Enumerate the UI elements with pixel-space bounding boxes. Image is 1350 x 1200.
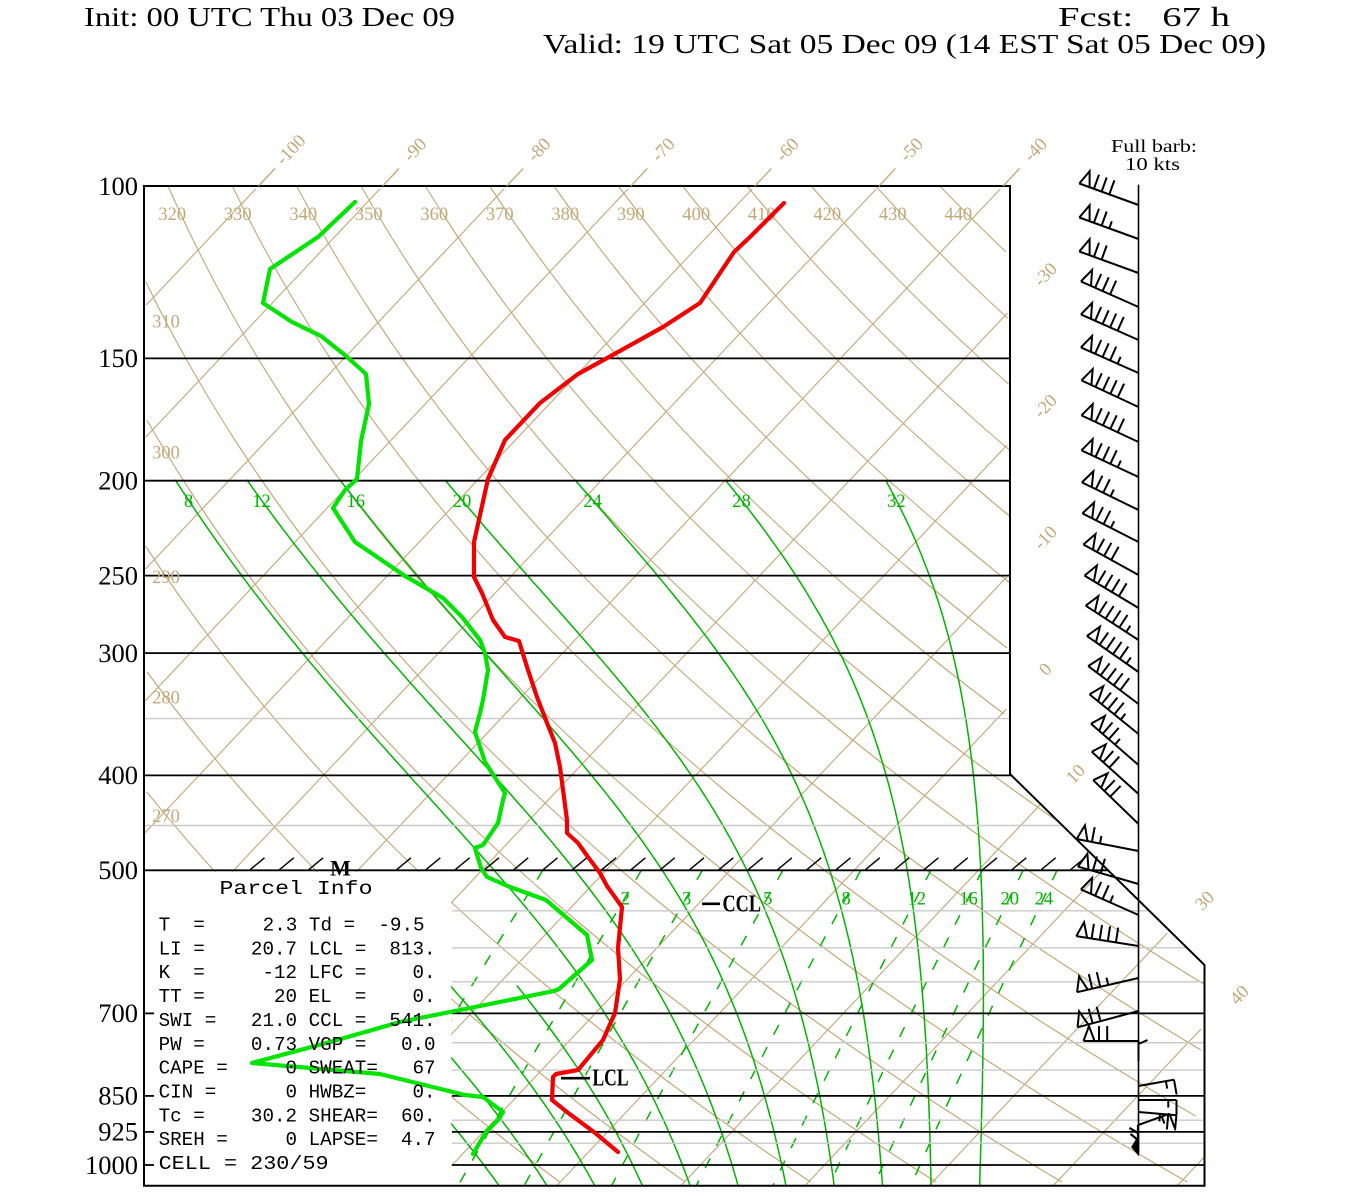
svg-text:1000: 1000 <box>85 1150 138 1180</box>
svg-text:280: 280 <box>152 689 180 709</box>
svg-text:340: 340 <box>289 205 317 225</box>
svg-text:Init: 00 UTC Thu 03 Dec 09: Init: 00 UTC Thu 03 Dec 09 <box>84 2 455 32</box>
svg-text:28: 28 <box>732 492 751 512</box>
svg-text:380: 380 <box>551 205 579 225</box>
svg-text:360: 360 <box>420 205 448 225</box>
svg-text:CAPE = 0 SWEAT= 67: CAPE = 0 SWEAT= 67 <box>159 1058 436 1080</box>
svg-text:2: 2 <box>621 890 630 910</box>
svg-text:CCL: CCL <box>723 892 762 918</box>
svg-text:Full barb:: Full barb: <box>1111 136 1197 156</box>
svg-text:200: 200 <box>98 466 138 496</box>
svg-text:20: 20 <box>1000 890 1019 910</box>
svg-text:Fcst: 67 h: Fcst: 67 h <box>1058 2 1231 32</box>
svg-text:150: 150 <box>98 343 138 373</box>
svg-text:LCL: LCL <box>593 1066 629 1092</box>
svg-text:270: 270 <box>152 807 180 827</box>
svg-text:24: 24 <box>1035 890 1054 910</box>
svg-text:850: 850 <box>98 1081 138 1111</box>
svg-text:370: 370 <box>486 205 514 225</box>
svg-text:350: 350 <box>355 205 383 225</box>
svg-text:CIN = 0 HWBZ= 0.: CIN = 0 HWBZ= 0. <box>159 1082 436 1104</box>
svg-text:PW = 0.73 VGP = 0.0: PW = 0.73 VGP = 0.0 <box>159 1034 436 1056</box>
svg-text:20: 20 <box>453 492 472 512</box>
svg-text:420: 420 <box>813 205 841 225</box>
svg-text:430: 430 <box>879 205 907 225</box>
svg-text:300: 300 <box>152 444 180 464</box>
svg-text:320: 320 <box>158 205 186 225</box>
svg-text:100: 100 <box>98 171 138 201</box>
svg-text:3: 3 <box>682 890 691 910</box>
svg-text:LI = 20.7 LCL = 813.: LI = 20.7 LCL = 813. <box>159 938 436 960</box>
svg-text:M: M <box>330 856 351 881</box>
svg-text:T = 2.3 Td = -9.5: T = 2.3 Td = -9.5 <box>159 915 425 937</box>
svg-text:SREH = 0 LAPSE= 4.7: SREH = 0 LAPSE= 4.7 <box>159 1129 436 1151</box>
svg-text:CELL = 230/59: CELL = 230/59 <box>159 1153 329 1175</box>
svg-text:330: 330 <box>224 205 252 225</box>
svg-text:Valid: 19 UTC Sat 05 Dec 09 (1: Valid: 19 UTC Sat 05 Dec 09 (14 EST Sat … <box>543 29 1266 59</box>
svg-text:400: 400 <box>682 205 710 225</box>
svg-text:Tc = 30.2 SHEAR= 60.: Tc = 30.2 SHEAR= 60. <box>159 1105 436 1127</box>
svg-text:32: 32 <box>887 492 906 512</box>
svg-text:250: 250 <box>98 560 138 590</box>
svg-text:310: 310 <box>152 313 180 333</box>
svg-text:290: 290 <box>152 568 180 588</box>
svg-text:24: 24 <box>583 492 602 512</box>
svg-text:400: 400 <box>98 760 138 790</box>
svg-text:300: 300 <box>98 638 138 668</box>
svg-text:SWI = 21.0 CCL = 541.: SWI = 21.0 CCL = 541. <box>159 1010 436 1032</box>
svg-text:8: 8 <box>841 890 850 910</box>
svg-text:12: 12 <box>908 890 927 910</box>
svg-text:16: 16 <box>346 492 365 512</box>
svg-text:700: 700 <box>98 998 138 1028</box>
svg-text:10 kts: 10 kts <box>1125 154 1180 174</box>
svg-text:12: 12 <box>252 492 271 512</box>
svg-text:16: 16 <box>959 890 978 910</box>
svg-text:925: 925 <box>98 1117 138 1147</box>
svg-text:K = -12 LFC = 0.: K = -12 LFC = 0. <box>159 962 436 984</box>
svg-text:Parcel Info: Parcel Info <box>220 878 373 900</box>
svg-text:5: 5 <box>763 890 772 910</box>
svg-text:390: 390 <box>617 205 645 225</box>
svg-text:8: 8 <box>184 492 193 512</box>
svg-text:440: 440 <box>944 205 972 225</box>
svg-text:500: 500 <box>98 855 138 885</box>
svg-text:TT = 20 EL = 0.: TT = 20 EL = 0. <box>159 986 436 1008</box>
